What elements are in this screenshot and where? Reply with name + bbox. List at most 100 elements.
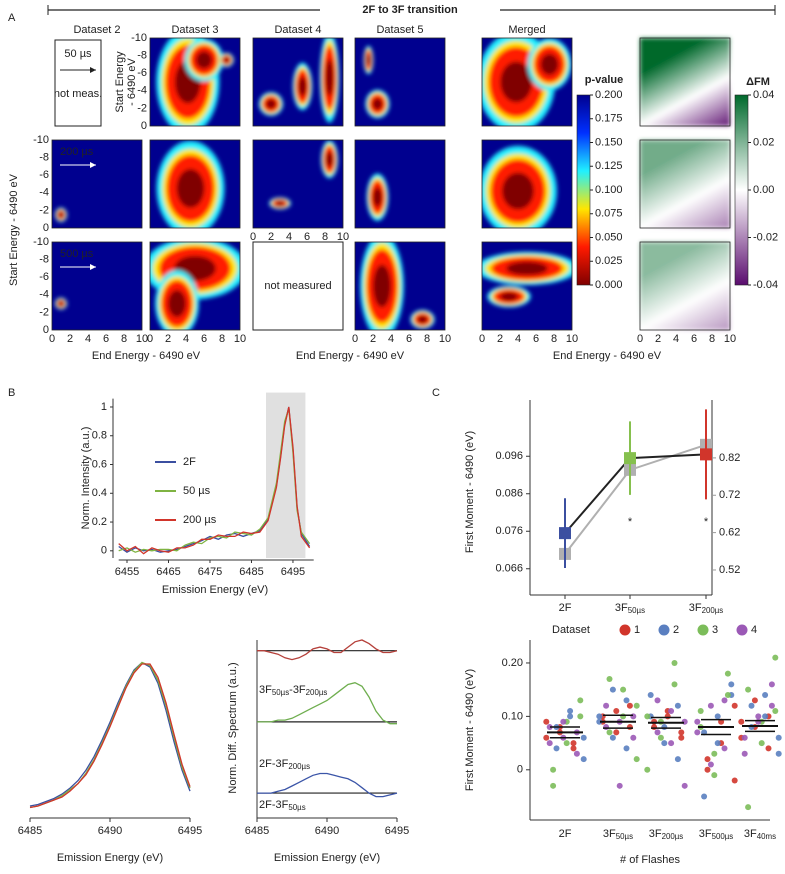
x-tick-label: 0: [637, 333, 643, 345]
data-point: [748, 724, 755, 731]
x-tick-label: 2: [67, 333, 73, 345]
x-tick-label: 6490: [98, 825, 122, 837]
label-part: 3F: [259, 684, 272, 696]
x-tick-label: 2: [268, 231, 274, 243]
x-tick-label: 6475: [198, 566, 222, 578]
heatmap-frame: [149, 241, 241, 331]
data-point: [550, 766, 557, 773]
difference-line: [257, 772, 398, 798]
data-point: [707, 761, 714, 768]
colorbar-tick-label: 0.000: [595, 279, 623, 291]
label-part: 2F-3F: [259, 799, 289, 811]
subscript: 40ms: [757, 832, 776, 841]
x-tick-label: 0: [250, 231, 256, 243]
heatmap-blobs: [156, 140, 225, 228]
data-point: [741, 734, 748, 741]
column-title: Dataset 5: [376, 24, 423, 36]
arrow-head: [90, 162, 96, 168]
x-axis-label: End Energy - 6490 eV: [92, 350, 201, 362]
heatmap-frame: [354, 37, 446, 127]
label-part: 3F: [615, 602, 628, 614]
x-tick-label: 6: [691, 333, 697, 345]
heatmap-frame: [481, 241, 573, 331]
y-tick-label: 0.20: [502, 657, 523, 669]
colorbar-tick-label: 0.04: [753, 89, 774, 101]
data-point: [570, 745, 577, 752]
data-point: [596, 718, 603, 725]
y-tick-label: 0.096: [495, 450, 523, 462]
x-tick-label: 6: [304, 231, 310, 243]
colorbar-tick-label: 0.025: [595, 255, 623, 267]
x-tick-label: 10: [234, 333, 246, 345]
data-point: [567, 708, 574, 715]
heatmap-cell: [253, 140, 343, 228]
y-tick-label: -4: [39, 289, 49, 301]
y-tick-label: 0: [517, 764, 523, 776]
heatmap-frame: [481, 139, 573, 229]
data-point: [768, 681, 775, 688]
data-point: [626, 724, 633, 731]
data-point: [694, 729, 701, 736]
y2-tick-label: 0.52: [719, 564, 740, 576]
x-tick-label: 4: [673, 333, 679, 345]
heatmap-blobs: [54, 297, 68, 310]
y-tick-label: 0: [43, 324, 49, 336]
y-tick-label: 0: [141, 120, 147, 132]
data-point: [668, 740, 675, 747]
data-point: [714, 740, 721, 747]
x-tick-label: 4: [286, 231, 292, 243]
data-point: [603, 702, 610, 709]
data-point: [603, 724, 610, 731]
x-tick-label: 6485: [18, 825, 42, 837]
heatmap-blob: [223, 57, 230, 63]
spectrum-line: [29, 661, 191, 807]
data-point: [731, 777, 738, 784]
colorbar-tick-label: 0.175: [595, 113, 623, 125]
y-axis-label: Norm. Intensity (a.u.): [80, 427, 92, 530]
heatmap-frame: [639, 37, 731, 127]
subscript: 200µs: [662, 832, 684, 841]
data-point: [580, 734, 587, 741]
data-point: [671, 681, 678, 688]
panel-label: C: [432, 387, 440, 399]
heatmap-blob: [417, 315, 428, 324]
heatmap-cell: [150, 38, 240, 126]
y-tick-label: -2: [137, 102, 147, 114]
data-point: [623, 745, 630, 752]
row-label: 500 µs: [60, 248, 94, 260]
y-tick-label: -2: [39, 306, 49, 318]
label-part: 2F: [559, 602, 572, 614]
heatmap-blob: [298, 76, 307, 97]
heatmap-blob: [540, 53, 559, 76]
data-point: [664, 713, 671, 720]
data-point: [620, 713, 627, 720]
data-point: [657, 734, 664, 741]
column-title: Dataset 3: [171, 24, 218, 36]
heatmap-frame: [149, 139, 241, 229]
heatmap-cell: [355, 38, 445, 126]
data-point: [644, 766, 651, 773]
label-part: -3F: [289, 684, 306, 696]
heatmap-blob: [366, 54, 371, 66]
data-point: [721, 697, 728, 704]
data-point: [755, 713, 762, 720]
heatmap-bg: [52, 242, 142, 330]
data-point: [745, 804, 752, 811]
subscript: 50µs: [616, 832, 633, 841]
y-axis-label: Start Energy - 6490 eV: [8, 173, 20, 286]
heatmap-blob: [506, 261, 548, 276]
legend-label: 50 µs: [183, 485, 211, 497]
subscript: 200µs: [306, 688, 328, 697]
data-point: [630, 734, 637, 741]
difference-line: [257, 639, 398, 661]
heatmap-cell: [355, 140, 445, 228]
label: 3F200µs: [649, 828, 684, 841]
data-point: [573, 750, 580, 757]
significance-mark: *: [628, 516, 633, 528]
data-point: [668, 708, 675, 715]
y2-tick-label: 0.82: [719, 452, 740, 464]
heatmap-cell: [150, 242, 240, 330]
data-point: [741, 750, 748, 757]
